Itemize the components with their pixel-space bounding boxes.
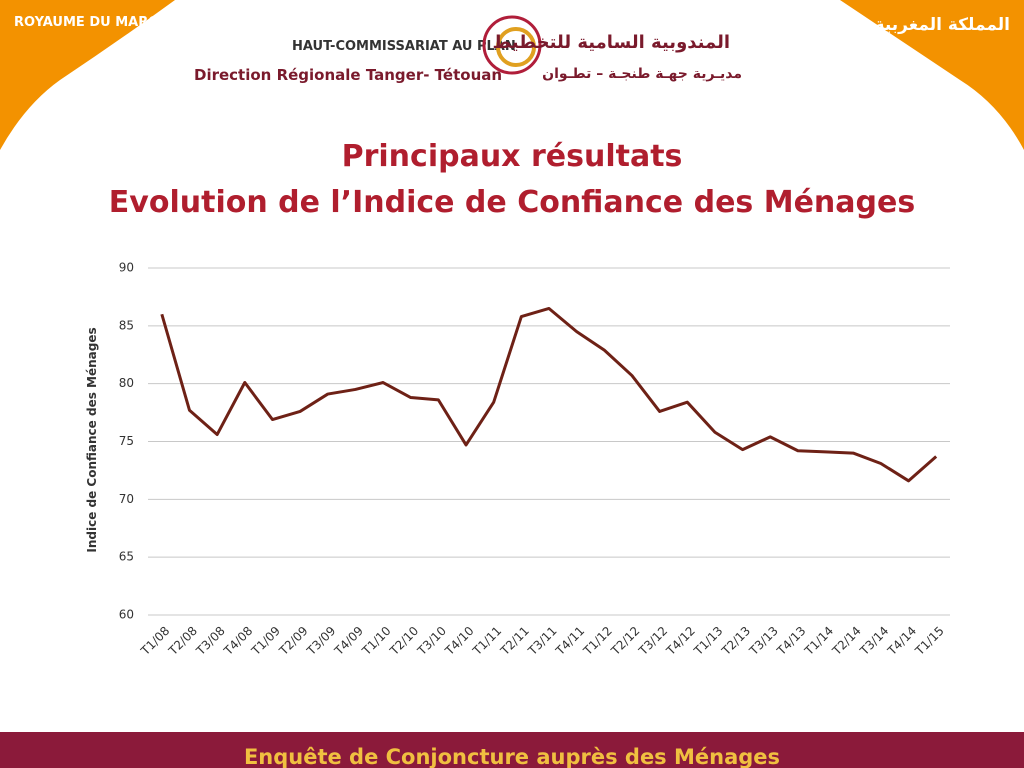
x-tick-label: T1/13 [691, 624, 726, 659]
x-tick-label: T4/08 [221, 624, 256, 659]
x-tick-label: T2/14 [829, 624, 864, 659]
x-tick-label: T4/14 [884, 624, 919, 659]
x-tick-label: T1/11 [469, 624, 504, 659]
header-right: المملكة المغربية [875, 15, 1010, 35]
x-tick-label: T2/13 [718, 624, 753, 659]
x-tick-label: T2/10 [386, 624, 421, 659]
x-tick-label: T2/12 [608, 624, 643, 659]
x-tick-label: T3/12 [635, 624, 670, 659]
x-tick-label: T4/11 [552, 624, 587, 659]
x-tick-label: T2/09 [276, 624, 311, 659]
x-tick-label: T3/09 [304, 624, 339, 659]
footer-band [0, 732, 1024, 768]
x-tick-label: T3/08 [193, 624, 228, 659]
x-tick-label: T1/10 [359, 624, 394, 659]
corner-left [0, 0, 175, 150]
x-tick-label: T2/11 [497, 624, 532, 659]
y-tick-label: 80 [119, 376, 134, 390]
plot: 60657075808590T1/08T2/08T3/08T4/08T1/09T… [119, 261, 950, 659]
x-tick-label: T1/08 [138, 624, 173, 659]
x-tick-label: T3/10 [414, 624, 449, 659]
header-left: ROYAUME DU MAROC [14, 15, 169, 30]
x-tick-label: T3/14 [857, 624, 892, 659]
org-fr: HAUT-COMMISSARIAT AU PLAN [292, 39, 516, 54]
x-tick-label: T3/13 [746, 624, 781, 659]
title-line: Evolution de l’Indice de Confiance des M… [109, 185, 915, 220]
x-tick-label: T2/08 [165, 624, 200, 659]
y-tick-label: 60 [119, 608, 134, 622]
direction-fr: Direction Régionale Tanger- Tétouan [194, 66, 502, 84]
x-tick-label: T1/14 [801, 624, 836, 659]
y-tick-label: 85 [119, 318, 134, 332]
x-tick-label: T1/15 [912, 624, 947, 659]
x-tick-label: T1/09 [248, 624, 283, 659]
x-tick-label: T4/10 [442, 624, 477, 659]
y-tick-label: 90 [119, 261, 134, 275]
y-tick-label: 70 [119, 492, 134, 506]
x-tick-label: T4/12 [663, 624, 698, 659]
x-tick-label: T3/11 [525, 624, 560, 659]
x-tick-label: T1/12 [580, 624, 615, 659]
x-tick-label: T4/09 [331, 624, 366, 659]
title-line: Principaux résultats [342, 139, 683, 174]
org-ar: المندوبية السامية للتخطيط [493, 32, 730, 53]
y-tick-label: 65 [119, 550, 134, 564]
logo [482, 15, 542, 75]
footer-text: Enquête de Conjoncture auprès des Ménage… [244, 745, 780, 768]
direction-ar: مديـرية جهـة طنجـة – تطـوان [542, 66, 742, 82]
y-axis-label: Indice de Confiance des Ménages [85, 327, 99, 552]
series-line [160, 306, 938, 483]
corner-right [840, 0, 1024, 150]
y-tick-label: 75 [119, 434, 134, 448]
x-tick-label: T4/13 [774, 624, 809, 659]
